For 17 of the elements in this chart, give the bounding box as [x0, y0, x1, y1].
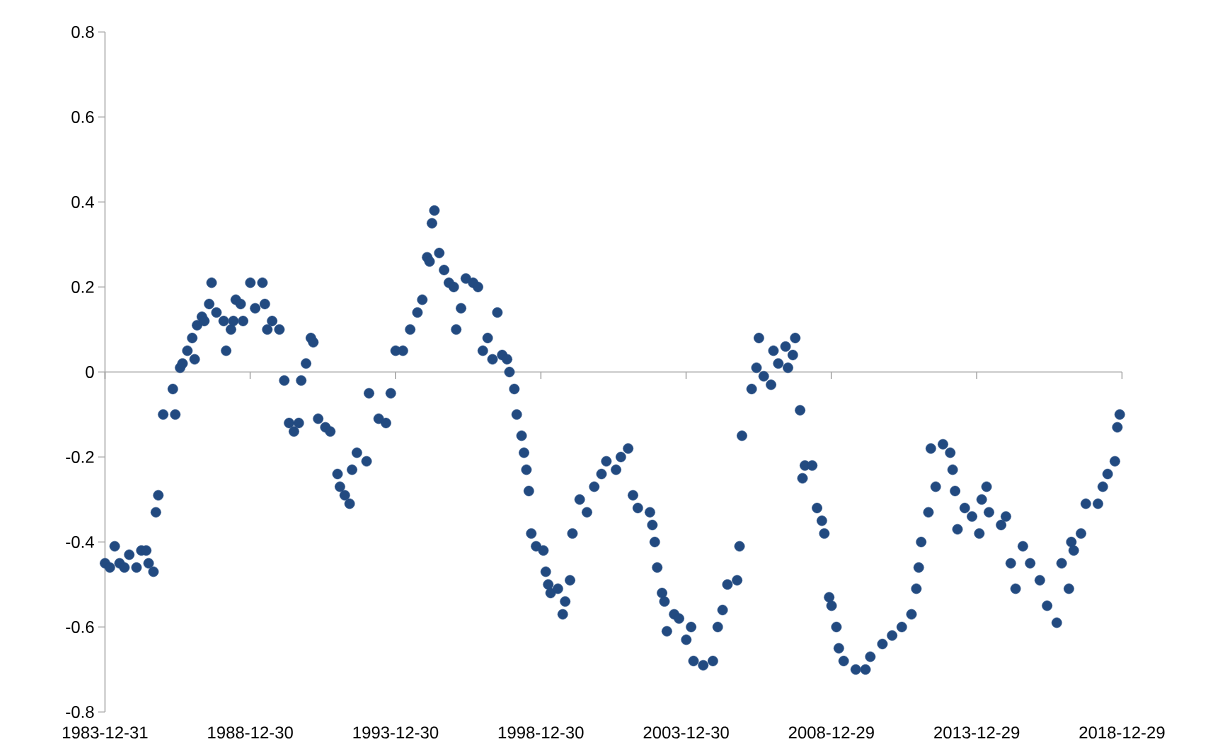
y-tick-label: 0	[85, 366, 94, 378]
x-tick-label: 2018-12-29	[1079, 726, 1165, 739]
y-tick-label: -0.4	[66, 536, 94, 548]
y-tick-label: -0.8	[66, 706, 94, 718]
x-tick-label: 1988-12-30	[208, 726, 293, 739]
x-tick-label: 2003-12-30	[643, 726, 729, 739]
y-tick-label: -0.6	[66, 621, 94, 633]
y-tick-label: -0.2	[66, 451, 94, 463]
y-tick-label: 0.4	[71, 196, 94, 208]
y-tick-label: 0.2	[71, 281, 94, 293]
y-tick-label: 0.8	[71, 26, 94, 38]
x-tick-label: 2008-12-29	[788, 726, 874, 739]
x-tick-label: 1983-12-31	[62, 726, 148, 739]
x-tick-label: 1998-12-30	[498, 726, 584, 739]
x-tick-label: 2013-12-29	[934, 726, 1020, 739]
x-tick-label: 1993-12-30	[353, 726, 439, 739]
y-tick-label: 0.6	[71, 111, 94, 123]
